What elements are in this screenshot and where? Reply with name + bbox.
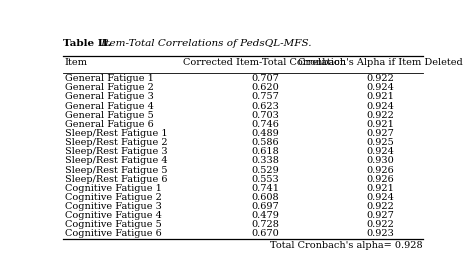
Text: Table II.: Table II. <box>63 39 111 49</box>
Text: Cognitive Fatigue 1: Cognitive Fatigue 1 <box>65 184 162 193</box>
Text: Sleep/Rest Fatigue 4: Sleep/Rest Fatigue 4 <box>65 156 167 165</box>
Text: 0.553: 0.553 <box>251 175 279 184</box>
Text: General Fatigue 3: General Fatigue 3 <box>65 92 154 101</box>
Text: General Fatigue 6: General Fatigue 6 <box>65 120 154 129</box>
Text: Sleep/Rest Fatigue 1: Sleep/Rest Fatigue 1 <box>65 129 167 138</box>
Text: 0.338: 0.338 <box>251 156 279 165</box>
Text: Sleep/Rest Fatigue 6: Sleep/Rest Fatigue 6 <box>65 175 167 184</box>
Text: 0.922: 0.922 <box>367 220 395 229</box>
Text: General Fatigue 5: General Fatigue 5 <box>65 111 154 120</box>
Text: 0.586: 0.586 <box>251 138 279 147</box>
Text: Total Cronbach's alpha= 0.928: Total Cronbach's alpha= 0.928 <box>270 241 423 250</box>
Text: 0.926: 0.926 <box>367 175 394 184</box>
Text: 0.703: 0.703 <box>251 111 279 120</box>
Text: Cognitive Fatigue 3: Cognitive Fatigue 3 <box>65 202 162 211</box>
Text: 0.927: 0.927 <box>367 129 395 138</box>
Text: 0.921: 0.921 <box>367 120 395 129</box>
Text: Corrected Item-Total Correlation: Corrected Item-Total Correlation <box>183 58 346 67</box>
Text: 0.924: 0.924 <box>367 83 395 92</box>
Text: 0.670: 0.670 <box>251 229 279 238</box>
Text: 0.707: 0.707 <box>251 74 279 83</box>
Text: 0.924: 0.924 <box>367 102 395 111</box>
Text: 0.922: 0.922 <box>367 202 395 211</box>
Text: 0.620: 0.620 <box>251 83 279 92</box>
Text: General Fatigue 4: General Fatigue 4 <box>65 102 154 111</box>
Text: Cognitive Fatigue 6: Cognitive Fatigue 6 <box>65 229 162 238</box>
Text: 0.697: 0.697 <box>251 202 279 211</box>
Text: 0.921: 0.921 <box>367 92 395 101</box>
Text: General Fatigue 2: General Fatigue 2 <box>65 83 154 92</box>
Text: 0.921: 0.921 <box>367 184 395 193</box>
Text: Sleep/Rest Fatigue 5: Sleep/Rest Fatigue 5 <box>65 166 167 174</box>
Text: 0.930: 0.930 <box>367 156 394 165</box>
Text: 0.741: 0.741 <box>251 184 279 193</box>
Text: 0.922: 0.922 <box>367 111 395 120</box>
Text: 0.529: 0.529 <box>251 166 279 174</box>
Text: Cognitive Fatigue 5: Cognitive Fatigue 5 <box>65 220 162 229</box>
Text: Item-Total Correlations of PedsQL-MFS.: Item-Total Correlations of PedsQL-MFS. <box>98 39 311 49</box>
Text: Item: Item <box>65 58 88 67</box>
Text: 0.922: 0.922 <box>367 74 395 83</box>
Text: 0.757: 0.757 <box>251 92 279 101</box>
Text: Sleep/Rest Fatigue 2: Sleep/Rest Fatigue 2 <box>65 138 167 147</box>
Text: 0.926: 0.926 <box>367 166 394 174</box>
Text: 0.608: 0.608 <box>251 193 279 202</box>
Text: Cognitive Fatigue 4: Cognitive Fatigue 4 <box>65 211 162 220</box>
Text: 0.479: 0.479 <box>251 211 279 220</box>
Text: Sleep/Rest Fatigue 3: Sleep/Rest Fatigue 3 <box>65 147 167 156</box>
Text: 0.746: 0.746 <box>251 120 279 129</box>
Text: 0.924: 0.924 <box>367 193 395 202</box>
Text: 0.728: 0.728 <box>251 220 279 229</box>
Text: 0.489: 0.489 <box>251 129 279 138</box>
Text: Cronbach's Alpha if Item Deleted: Cronbach's Alpha if Item Deleted <box>298 58 463 67</box>
Text: 0.927: 0.927 <box>367 211 395 220</box>
Text: 0.924: 0.924 <box>367 147 395 156</box>
Text: General Fatigue 1: General Fatigue 1 <box>65 74 154 83</box>
Text: 0.925: 0.925 <box>367 138 394 147</box>
Text: 0.623: 0.623 <box>251 102 279 111</box>
Text: Cognitive Fatigue 2: Cognitive Fatigue 2 <box>65 193 162 202</box>
Text: 0.618: 0.618 <box>251 147 279 156</box>
Text: 0.923: 0.923 <box>367 229 395 238</box>
